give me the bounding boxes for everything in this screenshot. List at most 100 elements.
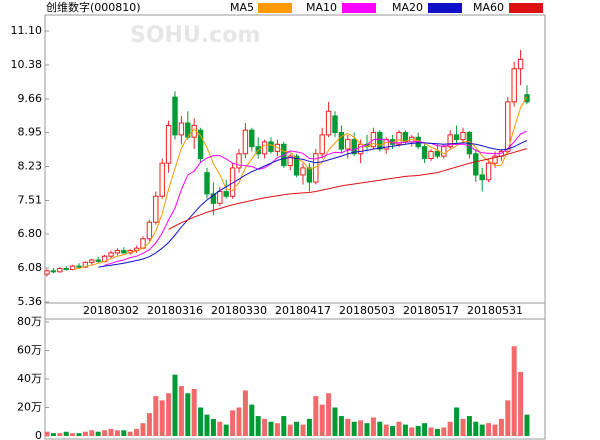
legend-label: MA5	[230, 1, 254, 14]
candle-body	[293, 155, 300, 176]
volume-bar	[140, 423, 146, 436]
volume-bar	[422, 423, 428, 436]
volume-bar	[447, 421, 453, 436]
x-tick-label: 20180302	[83, 304, 139, 317]
volume-bar	[319, 404, 325, 436]
chart-frame	[44, 14, 546, 440]
volume-bar	[287, 424, 293, 436]
candle-body	[396, 132, 402, 145]
candle-body	[217, 191, 223, 204]
y-tick-label: 8.95	[18, 126, 43, 139]
ma-line	[104, 130, 528, 266]
volume-bar	[166, 393, 172, 436]
volume-bar	[230, 410, 236, 436]
volume-bar	[396, 421, 402, 436]
volume-bar	[415, 426, 421, 436]
volume-bar	[326, 393, 332, 436]
volume-bar	[70, 433, 76, 436]
candle-body	[204, 172, 210, 195]
y-tick-label: 7.51	[18, 193, 43, 206]
candle-body	[325, 110, 332, 136]
legend-swatch	[258, 3, 292, 13]
volume-bar	[383, 424, 389, 436]
candle-body	[172, 96, 178, 136]
y-tick-label: 10.38	[11, 58, 43, 71]
volume-bar	[274, 423, 280, 436]
candle-body	[492, 155, 498, 164]
volume-bar	[114, 430, 120, 436]
ma-line	[168, 148, 528, 230]
volume-bar	[364, 423, 370, 436]
volume-bar	[306, 418, 312, 436]
volume-bar	[358, 420, 364, 436]
y-tick-label: 6.80	[18, 227, 43, 240]
volume-bar	[441, 427, 447, 436]
x-tick-label: 20180517	[403, 304, 459, 317]
volume-bar	[511, 346, 517, 436]
candle-body	[50, 270, 57, 273]
candle-body	[69, 265, 76, 270]
candle-body	[319, 134, 325, 155]
candle-body	[95, 259, 101, 262]
candle-body	[63, 267, 69, 270]
candle-body	[76, 265, 82, 268]
x-tick-label: 20180531	[467, 304, 523, 317]
x-tick-label: 20180330	[211, 304, 267, 317]
candle-body	[332, 115, 338, 134]
candle-body	[306, 167, 313, 183]
volume-bar	[57, 433, 63, 436]
candle-body	[121, 250, 127, 254]
candle-body	[159, 162, 165, 197]
volume-bar	[236, 407, 242, 436]
candle-body	[434, 150, 441, 157]
y-tick-label: 20万	[17, 401, 42, 414]
volume-bar	[300, 424, 306, 436]
legend-label: MA10	[306, 1, 337, 14]
candle-body	[345, 139, 351, 150]
candle-body	[511, 68, 517, 103]
volume-bar	[223, 424, 229, 436]
volume-bar	[492, 424, 498, 436]
ma-line	[72, 96, 528, 270]
candle-body	[453, 134, 460, 141]
x-tick-label: 20180316	[147, 304, 203, 317]
candle-body	[441, 146, 447, 157]
volume-bar	[473, 421, 479, 436]
volume-bar	[486, 423, 492, 436]
volume-bar	[89, 430, 95, 436]
candle-body	[377, 132, 383, 150]
volume-bar	[242, 390, 248, 436]
volume-bar	[50, 433, 56, 436]
ma-line	[98, 140, 528, 268]
candle-body	[114, 250, 121, 254]
volume-bar	[351, 421, 357, 436]
y-tick-label: 80万	[17, 315, 42, 328]
candle-body	[421, 146, 428, 159]
legend-swatch	[342, 3, 376, 13]
y-tick-label: 5.36	[18, 295, 43, 308]
volume-bar	[172, 374, 178, 436]
volume-bar	[178, 386, 184, 436]
legend-swatch	[509, 3, 543, 13]
volume-bar	[313, 396, 319, 436]
candle-body	[473, 153, 479, 176]
candle-body	[261, 141, 268, 155]
volume-bar	[204, 414, 210, 436]
volume-bar	[82, 431, 88, 436]
volume-bar	[134, 428, 140, 436]
candle-body	[242, 129, 249, 155]
volume-bar	[409, 427, 415, 436]
volume-bar	[294, 421, 300, 436]
volume-bar	[198, 407, 204, 436]
y-tick-label: 11.10	[11, 24, 43, 37]
candle-body	[485, 162, 492, 181]
legend-label: MA20	[392, 1, 423, 14]
volume-bar	[95, 431, 101, 436]
volume-bar	[332, 407, 338, 436]
volume-bar	[63, 431, 69, 436]
candle-body	[351, 139, 357, 155]
y-tick-label: 60万	[17, 344, 42, 357]
candle-body	[44, 270, 50, 275]
volume-bar	[479, 424, 485, 436]
